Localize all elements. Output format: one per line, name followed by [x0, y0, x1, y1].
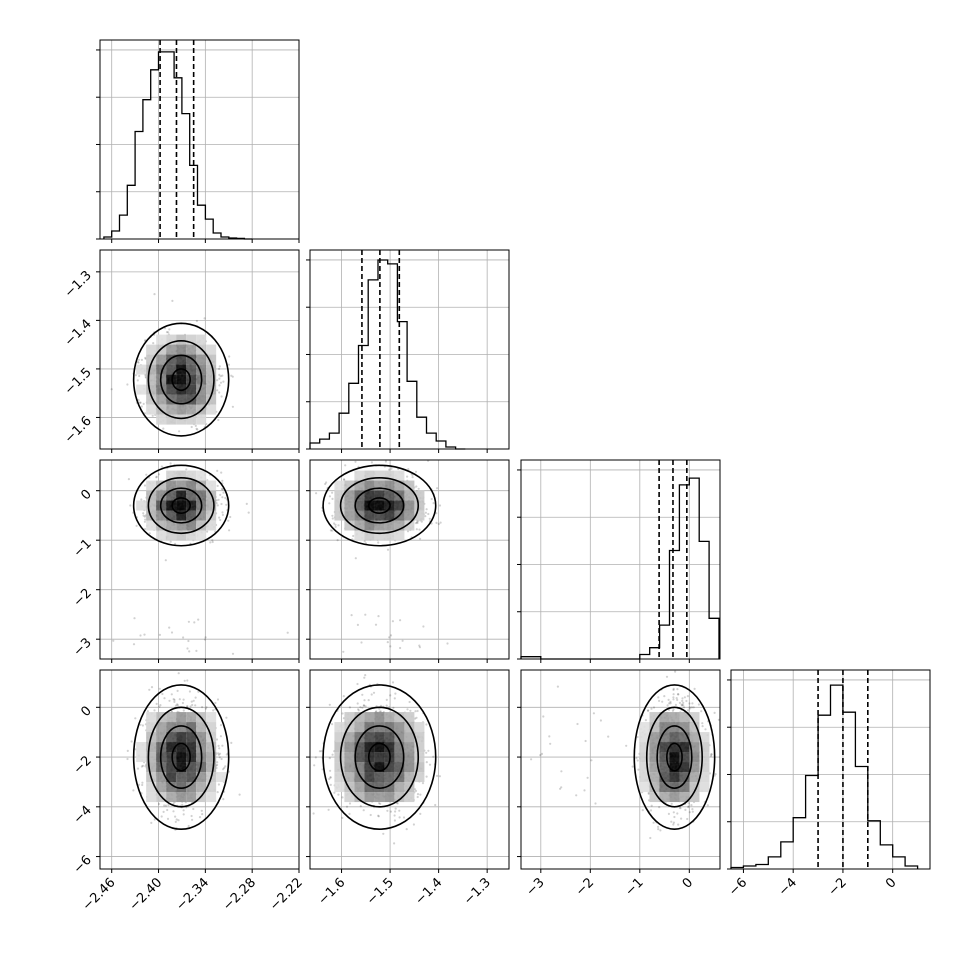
panel-3-3: −6 −4 −2 0	[726, 669, 931, 899]
x-tick-label: 0	[680, 875, 696, 891]
contour-line	[354, 725, 405, 789]
contour-line	[656, 725, 693, 789]
x-tick-label: −2.40	[127, 875, 166, 914]
panel-frame	[99, 39, 300, 240]
contour-line	[339, 706, 420, 808]
contour-line	[339, 477, 420, 535]
panel-3-0: −2.46 −2.40 −2.34 −2.28 −2.22 −6 −4 −2 0	[71, 669, 306, 914]
density-cells	[334, 712, 425, 803]
density-cells	[136, 334, 217, 425]
x-tick-label: −1.4	[413, 875, 446, 908]
contour-line	[171, 368, 191, 392]
panel-2-2	[517, 459, 721, 663]
panel-frame	[99, 249, 300, 450]
panel-frame	[520, 459, 721, 660]
contour-line	[159, 725, 203, 789]
x-tick-label: −2	[573, 875, 597, 899]
contour-line	[645, 706, 703, 808]
panel-2-0: −3 −2 −1 0	[71, 459, 300, 663]
contour-line	[367, 742, 391, 772]
panel-frame	[309, 669, 510, 870]
contour-line	[132, 684, 230, 830]
panel-frame	[99, 459, 300, 660]
density-cells	[334, 470, 425, 541]
contour-line	[147, 706, 215, 808]
panel-frame	[730, 669, 931, 870]
contour-line	[147, 477, 215, 535]
contour-line	[354, 487, 405, 524]
panel-frame	[99, 669, 300, 870]
contour-line	[147, 339, 215, 420]
x-tick-label: −1.5	[364, 875, 397, 908]
panel-frame	[520, 669, 721, 870]
x-tick-label: −2.28	[220, 875, 259, 914]
panel-frame	[309, 249, 510, 450]
panel-1-1	[306, 249, 510, 453]
panel-3-1: −1.6 −1.5 −1.4 −1.3	[306, 669, 510, 908]
panel-1-0: −1.6 −1.5 −1.4 −1.3	[62, 249, 300, 453]
contour-line	[322, 684, 437, 830]
x-tick-label: −2	[826, 875, 850, 899]
y-tick-label: 0	[78, 487, 94, 503]
contour-line	[132, 464, 230, 547]
contour-line	[367, 497, 391, 514]
density-cells	[639, 712, 710, 803]
y-tick-label: −6	[71, 853, 95, 877]
contour-line	[159, 487, 203, 524]
x-tick-label: 0	[883, 875, 899, 891]
panel-0-0	[96, 39, 300, 243]
histogram-series	[730, 684, 919, 869]
x-tick-label: −6	[726, 875, 750, 899]
y-tick-label: −1.6	[62, 414, 95, 447]
x-tick-label: −2.34	[173, 875, 212, 914]
x-tick-label: −1.6	[315, 875, 348, 908]
x-tick-label: −1	[622, 875, 646, 899]
y-tick-label: −4	[71, 803, 95, 827]
x-tick-label: −4	[776, 875, 800, 899]
x-tick-label: −2.22	[267, 875, 306, 914]
contour-line	[171, 497, 191, 514]
contour-line	[666, 742, 683, 772]
panel-frame	[309, 459, 510, 660]
contour-line	[322, 464, 437, 547]
y-tick-label: −1.4	[62, 317, 95, 350]
y-tick-label: −3	[71, 635, 95, 659]
x-tick-label: −2.46	[80, 875, 119, 914]
contour-line	[159, 354, 203, 405]
y-tick-label: 0	[78, 704, 94, 720]
y-tick-label: −1.5	[62, 365, 95, 398]
y-tick-label: −1	[71, 536, 95, 560]
contour-line	[633, 684, 716, 830]
x-tick-label: −1.3	[461, 875, 494, 908]
y-tick-label: −2	[71, 586, 95, 610]
histogram-series	[309, 259, 466, 450]
panel-2-1	[306, 459, 510, 663]
histogram-series	[103, 51, 253, 240]
density-cells	[136, 712, 227, 803]
x-tick-label: −3	[523, 875, 547, 899]
y-tick-label: −2	[71, 753, 95, 777]
y-tick-label: −1.3	[62, 268, 95, 301]
contour-line	[132, 322, 230, 437]
contour-line	[171, 742, 191, 772]
panel-3-2: −3 −2 −1 0	[517, 669, 721, 899]
